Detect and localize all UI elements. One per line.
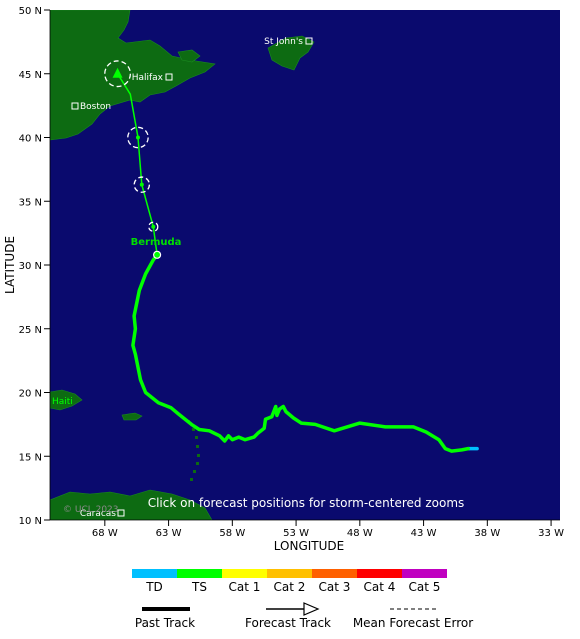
forecast-track-line <box>116 73 158 255</box>
lon-tick-label: 38 W <box>474 528 500 539</box>
forecast-arrow-icon <box>303 602 320 616</box>
intensity-label: Cat 2 <box>274 580 306 594</box>
lon-tick-label: 53 W <box>283 528 309 539</box>
storm-track-layer <box>104 60 479 453</box>
intensity-label: Cat 1 <box>229 580 261 594</box>
intensity-label: Cat 4 <box>364 580 396 594</box>
intensity-swatch <box>132 569 177 578</box>
forecast-track-label: Forecast Track <box>245 616 331 630</box>
lon-tick-label: 43 W <box>411 528 437 539</box>
lat-tick-label: 45 N <box>19 70 42 81</box>
x-axis-title: LONGITUDE <box>274 539 344 553</box>
intensity-scale: TD TS Cat 1 Cat 2 Cat 3 Cat 4 Cat 5 <box>132 569 447 594</box>
city-label-boston: Boston <box>80 102 111 112</box>
intensity-label: Cat 3 <box>319 580 351 594</box>
lat-tick-label: 35 N <box>19 197 42 208</box>
city-marker-boston <box>71 102 79 110</box>
intensity-label: Cat 5 <box>409 580 441 594</box>
south-america-coast <box>50 489 213 520</box>
lat-tick-label: 30 N <box>19 261 42 272</box>
puerto-rico <box>121 412 143 421</box>
city-marker-caracas <box>117 509 125 517</box>
city-marker-st-johns <box>305 37 313 45</box>
forecast-error-circle <box>104 60 132 88</box>
intensity-swatch <box>267 569 312 578</box>
current-position-marker <box>153 250 162 259</box>
latitude-ticks: 50 N 45 N 40 N 35 N 30 N 25 N 20 N 15 N 10 N <box>19 6 50 527</box>
forecast-error-circle <box>127 126 149 149</box>
lat-tick-label: 10 N <box>19 516 42 527</box>
lon-tick-label: 48 W <box>347 528 373 539</box>
city-label-halifax: Halifax <box>132 73 164 83</box>
forecast-error-circle <box>148 221 159 232</box>
intensity-swatch <box>177 569 222 578</box>
land-masses <box>50 10 315 520</box>
lat-tick-label: 40 N <box>19 134 42 145</box>
lat-tick-label: 15 N <box>19 452 42 463</box>
intensity-swatch <box>222 569 267 578</box>
north-america-landmass <box>50 10 216 141</box>
city-label-caracas: Caracas <box>80 509 116 519</box>
lat-tick-label: 20 N <box>19 389 42 400</box>
city-marker-halifax <box>165 73 173 81</box>
forecast-position-point <box>135 135 140 140</box>
intensity-swatch <box>312 569 357 578</box>
lat-tick-label: 25 N <box>19 325 42 336</box>
click-note: Click on forecast positions for storm-ce… <box>148 496 465 510</box>
bermuda-label: Bermuda <box>131 237 182 248</box>
newfoundland <box>267 35 315 71</box>
mean-error-label: Mean Forecast Error <box>353 616 473 630</box>
lon-tick-label: 58 W <box>219 528 245 539</box>
haiti-label: Haiti <box>52 397 73 407</box>
forecast-arrow-icon <box>112 67 123 78</box>
lat-tick-label: 50 N <box>19 6 42 17</box>
forecast-error-circle <box>133 176 151 193</box>
lon-tick-label: 63 W <box>156 528 182 539</box>
forecast-position-point <box>139 182 144 187</box>
hispaniola <box>50 389 83 411</box>
intensity-label: TD <box>145 580 163 594</box>
city-markers: St John's Halifax Boston Caracas <box>71 37 313 519</box>
y-axis-title: LATITUDE <box>3 236 17 294</box>
intensity-swatch <box>357 569 402 578</box>
copyright-text: © UCL 2023 <box>63 505 119 515</box>
intensity-swatch <box>402 569 447 578</box>
longitude-ticks: 68 W 63 W 58 W 53 W 48 W 43 W 38 W 33 W <box>92 520 564 539</box>
lon-tick-label: 33 W <box>538 528 564 539</box>
cape-breton <box>177 49 201 63</box>
lon-tick-label: 68 W <box>92 528 118 539</box>
past-track-label: Past Track <box>135 616 195 630</box>
past-track-line <box>131 253 470 453</box>
intensity-label: TS <box>191 580 207 594</box>
city-label-st-johns: St John's <box>264 37 303 47</box>
forecast-position-point <box>151 224 156 229</box>
track-legend: Past Track Forecast Track Mean Forecast … <box>135 602 473 630</box>
